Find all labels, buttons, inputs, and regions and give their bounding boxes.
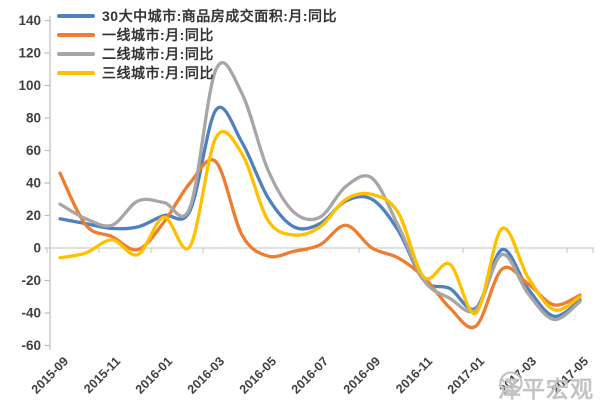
y-axis-tick-label: 40 (26, 176, 41, 191)
y-axis-tick-label: -40 (21, 306, 41, 321)
legend-item: 一线城市:月:同比 (57, 26, 337, 44)
series-line-0 (58, 105, 582, 318)
legend-label: 三线城市:月:同比 (102, 65, 214, 81)
legend-label: 一线城市:月:同比 (102, 27, 214, 43)
y-axis-tick-label: -60 (21, 338, 41, 353)
legend: 30大中城市:商品房成交面积:月:同比 一线城市:月:同比 二线城市:月:同比 三线城… (57, 7, 337, 82)
series-line-2 (58, 61, 582, 322)
y-axis-tick-label: 80 (26, 111, 41, 126)
y-axis-tick-label: 140 (18, 13, 41, 28)
legend-line-swatch (57, 14, 95, 18)
series-line-3 (58, 129, 582, 315)
y-axis-tick-label: 0 (33, 241, 41, 256)
x-axis-tick-label: 2016-07 (289, 354, 331, 396)
y-axis-tick-label: 20 (26, 208, 41, 223)
legend-item: 二线城市:月:同比 (57, 45, 337, 63)
x-axis-tick-label: 2017-03 (497, 354, 539, 396)
y-axis-tick-label: 60 (26, 143, 41, 158)
x-axis-tick-label: 2016-01 (133, 354, 175, 396)
x-axis-tick-label: 2016-11 (393, 354, 435, 396)
legend-line-swatch (57, 52, 95, 56)
x-axis-tick-label: 2015-09 (29, 354, 71, 396)
x-axis-tick-label: 2016-05 (237, 354, 279, 396)
legend-item: 30大中城市:商品房成交面积:月:同比 (57, 7, 337, 25)
x-axis-tick-label: 2016-03 (185, 354, 227, 396)
x-axis-tick-label: 2016-09 (341, 354, 383, 396)
legend-label: 二线城市:月:同比 (102, 46, 214, 62)
legend-line-swatch (57, 33, 95, 37)
legend-item: 三线城市:月:同比 (57, 64, 337, 82)
legend-label: 30大中城市:商品房成交面积:月:同比 (102, 8, 338, 24)
series-line-1 (58, 158, 582, 330)
y-axis-tick-label: 120 (18, 46, 41, 61)
y-axis-tick-label: -20 (21, 273, 41, 288)
x-axis-tick-label: 2015-11 (81, 354, 123, 396)
x-axis-tick-label: 2017-05 (549, 354, 591, 396)
x-axis-tick-label: 2017-01 (445, 354, 487, 396)
y-axis-tick-label: 100 (18, 78, 41, 93)
legend-line-swatch (57, 71, 95, 75)
